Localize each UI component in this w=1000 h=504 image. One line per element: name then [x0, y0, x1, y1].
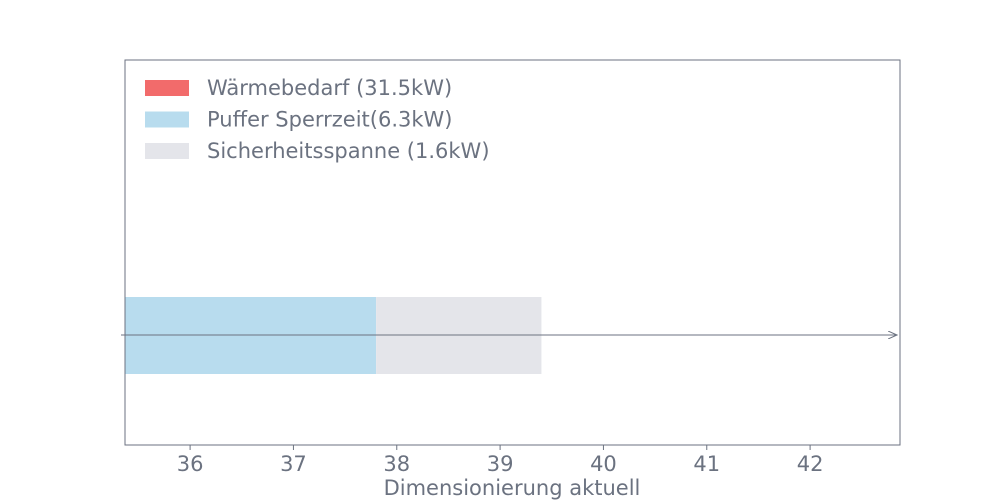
x-tick-label: 38 [383, 452, 410, 476]
legend-swatch [145, 111, 189, 128]
plot-frame [124, 59, 901, 446]
legend-swatch [145, 80, 189, 96]
x-tick-label: 39 [487, 452, 514, 476]
x-tick-label: 41 [693, 452, 720, 476]
legend-swatch [145, 143, 189, 159]
legend-label: Puffer Sperrzeit(6.3kW) [207, 108, 453, 132]
x-tick-label: 40 [590, 452, 617, 476]
x-tick-label: 37 [280, 452, 307, 476]
x-tick-label: 42 [797, 452, 824, 476]
x-axis-label: Dimensionierung aktuell [384, 476, 641, 500]
legend-label: Sicherheitsspanne (1.6kW) [207, 139, 490, 163]
x-tick-label: 36 [177, 452, 204, 476]
legend-label: Wärmebedarf (31.5kW) [207, 76, 452, 100]
